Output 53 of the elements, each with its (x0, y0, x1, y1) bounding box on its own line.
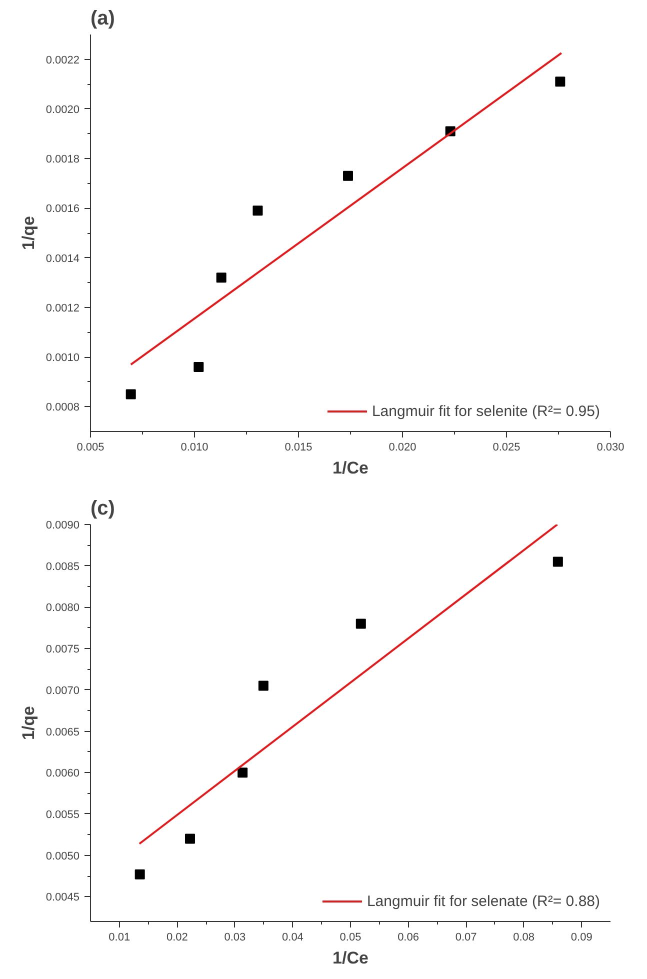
y-tick-label: 0.0050 (46, 850, 80, 862)
x-tick-label: 0.09 (570, 932, 592, 944)
point (216, 272, 226, 283)
y-tick-label: 0.0008 (46, 402, 80, 414)
legend-label: Langmuir fit for selenate (R²= 0.88) (366, 892, 600, 910)
point (356, 618, 366, 629)
y-tick-label: 0.0016 (46, 203, 80, 216)
x-tick-label: 0.03 (224, 932, 246, 944)
y-tick-label: 0.0018 (46, 154, 80, 166)
y-tick-label: 0.0014 (46, 252, 80, 265)
x-tick-label: 0.010 (180, 442, 208, 454)
x-tick-label: 0.04 (282, 932, 304, 944)
x-tick-label: 0.06 (398, 932, 419, 944)
x-tick-label: 0.08 (513, 932, 535, 944)
y-tick-label: 0.0065 (46, 726, 80, 738)
x-tick-label: 0.025 (492, 442, 520, 454)
x-axis-title: 1/Ce (332, 948, 368, 968)
y-tick-label: 0.0055 (46, 808, 80, 821)
y-tick-label: 0.0010 (46, 352, 80, 364)
y-tick-label: 0.0012 (46, 302, 80, 314)
point (134, 869, 145, 880)
y-tick-label: 0.0085 (46, 560, 80, 573)
point (252, 206, 263, 216)
y-tick-label: 0.0070 (46, 684, 80, 697)
x-axis-title: 1/Ce (332, 458, 368, 478)
point (126, 389, 136, 400)
y-tick-label: 0.0080 (46, 602, 80, 614)
point (194, 362, 204, 372)
x-tick-label: 0.015 (284, 442, 312, 454)
x-tick-label: 0.07 (455, 932, 477, 944)
point (552, 556, 563, 567)
text: (c) (90, 498, 115, 520)
point (343, 170, 354, 181)
x-tick-label: 0.020 (388, 442, 416, 454)
y-tick-label: 0.0075 (46, 644, 80, 656)
legend-label: Langmuir fit for selenite (R²= 0.95) (372, 402, 600, 420)
point (555, 76, 566, 87)
y-tick-label: 0.0045 (46, 892, 80, 904)
x-tick-label: 0.01 (108, 932, 130, 944)
y-tick-label: 0.0022 (46, 54, 80, 66)
x-tick-label: 0.02 (166, 932, 188, 944)
y-axis-title: 1/qe (18, 706, 38, 740)
x-tick-label: 0.05 (340, 932, 362, 944)
y-tick-label: 0.0090 (46, 520, 80, 532)
point (258, 680, 268, 691)
y-tick-label: 0.0060 (46, 768, 80, 780)
point (238, 768, 248, 778)
x-tick-label: 0.005 (76, 442, 104, 454)
y-tick-label: 0.0020 (46, 104, 80, 116)
x-tick-label: 0.030 (596, 442, 624, 454)
y-axis-title: 1/qe (18, 216, 38, 250)
point (184, 834, 195, 844)
text: (a) (90, 8, 115, 30)
